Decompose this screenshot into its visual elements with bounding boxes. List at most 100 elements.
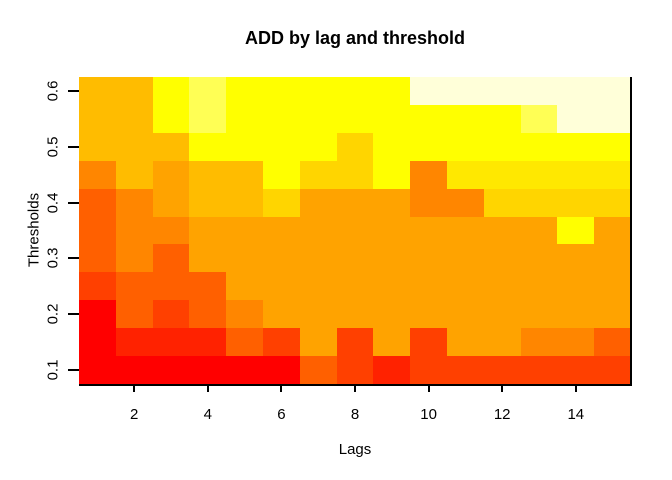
heatmap-cell: [483, 356, 521, 384]
heatmap-cell: [189, 328, 227, 357]
heatmap-cell: [115, 216, 153, 245]
heatmap-cell: [594, 328, 631, 357]
heatmap-cell: [299, 244, 337, 273]
heatmap-cell: [299, 160, 337, 189]
heatmap-cell: [299, 216, 337, 245]
y-axis-title: Thresholds: [25, 192, 43, 268]
heatmap-cell: [115, 77, 153, 105]
heatmap-cell: [79, 244, 116, 273]
heatmap-cell: [483, 272, 521, 301]
x-tick: [574, 386, 577, 392]
heatmap-cell: [557, 300, 595, 329]
heatmap-cell: [189, 244, 227, 273]
heatmap-cell: [483, 160, 521, 189]
plot-right-border: [630, 77, 632, 386]
heatmap-cell: [410, 356, 447, 384]
heatmap-cell: [410, 216, 447, 245]
heatmap-cell: [152, 188, 190, 217]
chart-title: ADD by lag and threshold: [244, 28, 466, 48]
heatmap-cell: [410, 104, 447, 133]
heatmap-cell: [79, 272, 116, 301]
x-tick: [280, 386, 283, 392]
heatmap-cell: [262, 328, 300, 357]
heatmap-cell: [410, 300, 447, 329]
heatmap-cell: [262, 132, 300, 161]
heatmap-cell: [299, 328, 337, 357]
heatmap-cell: [446, 216, 484, 245]
heatmap-cell: [410, 244, 447, 273]
heatmap-cell: [262, 188, 300, 217]
heatmap-cell: [336, 244, 374, 273]
x-tick-label: 12: [493, 406, 511, 423]
heatmap-cell: [410, 328, 447, 357]
heatmap-cell: [189, 160, 227, 189]
heatmap-cell: [446, 300, 484, 329]
heatmap-cell: [226, 272, 263, 301]
heatmap-cell: [152, 132, 190, 161]
heatmap-cell: [299, 356, 337, 384]
heatmap-cell: [520, 216, 558, 245]
heatmap-cell: [373, 132, 411, 161]
x-tick-label: 4: [203, 406, 212, 423]
heatmap-cell: [594, 77, 631, 105]
heatmap-cell: [226, 132, 263, 161]
y-tick-label: 0.1: [44, 359, 62, 381]
heatmap-cell: [373, 216, 411, 245]
heatmap-cell: [557, 77, 595, 105]
heatmap-cell: [520, 104, 558, 133]
heatmap-cell: [594, 216, 631, 245]
heatmap-cell: [336, 216, 374, 245]
heatmap-cell: [557, 272, 595, 301]
heatmap-cell: [410, 77, 447, 105]
heatmap-cell: [336, 77, 374, 105]
heatmap-cell: [520, 356, 558, 384]
heatmap-cell: [262, 160, 300, 189]
heatmap-cell: [594, 188, 631, 217]
heatmap-cell: [557, 160, 595, 189]
heatmap-cell: [226, 77, 263, 105]
x-axis-line: [79, 384, 632, 386]
heatmap-cell: [446, 77, 484, 105]
heatmap-cell: [483, 188, 521, 217]
heatmap-cell: [446, 328, 484, 357]
x-tick-label: 14: [567, 406, 585, 423]
heatmap-cell: [483, 77, 521, 105]
heatmap-cell: [299, 188, 337, 217]
y-tick-label: 0.4: [44, 192, 62, 214]
heatmap-cell: [373, 272, 411, 301]
heatmap-cell: [262, 77, 300, 105]
y-tick-label: 0.5: [44, 136, 62, 158]
heatmap-cell: [262, 104, 300, 133]
heatmap-cell: [483, 328, 521, 357]
heatmap-cell: [557, 216, 595, 245]
x-tick: [354, 386, 356, 392]
heatmap-cell: [115, 300, 153, 329]
heatmap-cell: [373, 328, 411, 357]
heatmap-cell: [520, 244, 558, 273]
heatmap-cell: [189, 216, 227, 245]
heatmap-cell: [152, 216, 190, 245]
heatmap-cell: [446, 244, 484, 273]
heatmap-cell: [79, 104, 116, 133]
y-tick: [68, 369, 79, 372]
x-tick: [501, 386, 504, 392]
heatmap-cell: [594, 356, 631, 384]
heatmap-cell: [594, 244, 631, 273]
x-tick: [206, 386, 209, 392]
heatmap-cell: [299, 132, 337, 161]
heatmap-cell: [226, 300, 263, 329]
heatmap-cell: [226, 244, 263, 273]
heatmap-cell: [410, 132, 447, 161]
heatmap-cell: [115, 160, 153, 189]
heatmap-grid: [79, 77, 631, 384]
heatmap-cell: [594, 272, 631, 301]
x-tick: [133, 386, 136, 392]
heatmap-cell: [373, 300, 411, 329]
heatmap-cell: [336, 132, 374, 161]
heatmap-cell: [152, 356, 190, 384]
heatmap-cell: [189, 77, 227, 105]
heatmap-cell: [152, 328, 190, 357]
heatmap-cell: [373, 104, 411, 133]
heatmap-cell: [226, 328, 263, 357]
